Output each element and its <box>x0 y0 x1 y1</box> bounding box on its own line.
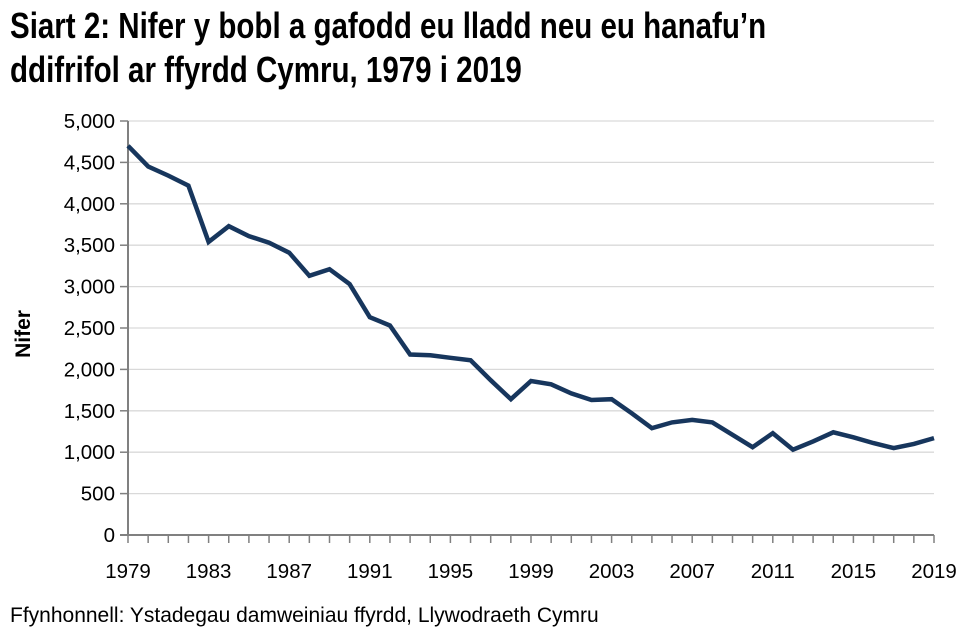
y-tick-label: 2,000 <box>64 358 115 381</box>
x-tick-label: 1999 <box>508 560 554 583</box>
x-tick-label: 2007 <box>669 560 715 583</box>
x-tick-label: 2015 <box>831 560 877 583</box>
x-tick-label: 1995 <box>428 560 474 583</box>
y-tick-label: 3,500 <box>64 234 115 257</box>
source-note: Ffynhonnell: Ystadegau damweiniau ffyrdd… <box>10 604 599 627</box>
chart-title: Siart 2: Nifer y bobl a gafodd eu lladd … <box>10 5 767 90</box>
y-tick-label: 2,500 <box>64 317 115 340</box>
y-tick-label: 4,000 <box>64 193 115 216</box>
x-tick-label: 1983 <box>186 560 232 583</box>
y-tick-label: 0 <box>104 524 115 547</box>
y-tick-label: 4,500 <box>64 151 115 174</box>
y-tick-label: 1,500 <box>64 400 115 423</box>
y-tick-label: 5,000 <box>64 110 115 133</box>
x-tick-label: 2003 <box>589 560 635 583</box>
y-tick-label: 1,000 <box>64 441 115 464</box>
x-tick-label: 2011 <box>751 560 795 583</box>
x-tick-label: 1991 <box>347 560 393 583</box>
y-tick-label: 3,000 <box>64 276 115 299</box>
x-tick-label: 2019 <box>911 560 957 583</box>
x-tick-label: 1979 <box>105 560 151 583</box>
x-tick-label: 1987 <box>266 560 312 583</box>
y-tick-label: 500 <box>81 483 115 506</box>
data-series-line <box>126 144 935 453</box>
